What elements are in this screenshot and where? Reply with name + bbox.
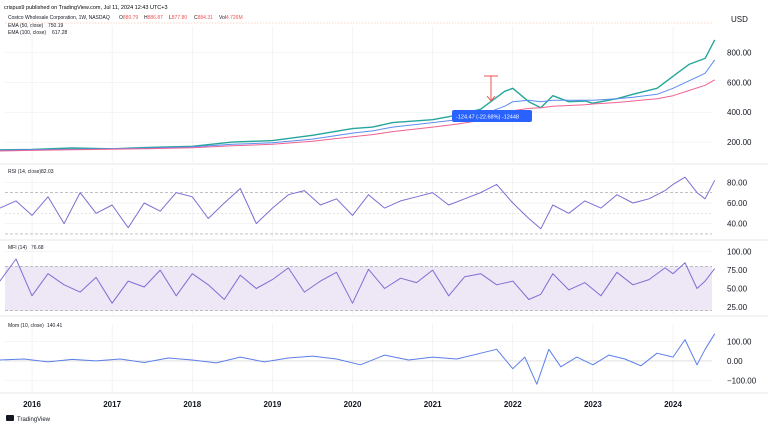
ohlc-vol: Vol4.726M: [219, 15, 243, 21]
rsi-axis-tick-label: 60.00: [727, 199, 748, 208]
time-axis-label: 2019: [263, 400, 281, 409]
time-axis-label: 2021: [424, 400, 442, 409]
mfi-title: MFI (14): [8, 245, 27, 251]
price-line: [0, 39, 716, 151]
rsi-axis-tick-label: 40.00: [727, 220, 748, 229]
momentum-panel[interactable]: Mom (10, close) 140.41 −100.00 0.00 100.00: [0, 323, 757, 392]
ohlc-o: O880.79: [119, 15, 138, 21]
tradingview-logo-icon: [6, 415, 14, 421]
mfi-last-value: 76.68: [31, 245, 44, 251]
price-axis-tick-label: 200.00: [727, 138, 752, 147]
mom-title: Mom (10, close): [8, 323, 44, 329]
measure-label-box: [452, 110, 532, 122]
ohlc-values: O880.79 H886.87 L877.80 C884.31 Vol4.726M: [119, 15, 243, 21]
mom-axis-tick-label: −100.00: [727, 376, 757, 385]
rsi-last-value: 82.03: [41, 169, 54, 175]
time-axis-label: 2022: [504, 400, 522, 409]
price-panel[interactable]: USD 200.00 400.00 600.00 800.00 -124.47 (-2…: [0, 15, 752, 162]
rsi-line: [0, 176, 716, 230]
ema100-line: [0, 79, 715, 152]
mfi-axis-tick-label: 100.00: [727, 248, 752, 257]
symbol-title: Costco Wholesale Corporation, 1W, NASDAQ: [8, 15, 110, 21]
mom-last-value: 140.41: [47, 323, 63, 329]
mom-axis-tick-label: 100.00: [727, 338, 752, 347]
measure-arrow-icon: [486, 95, 496, 102]
time-axis-label: 2017: [103, 400, 121, 409]
footer: TradingView: [6, 415, 51, 423]
mfi-line: [0, 258, 716, 304]
mom-line: [0, 333, 716, 385]
ema50-legend-value: 750.19: [48, 23, 64, 29]
time-axis-label: 2024: [664, 400, 682, 409]
measure-label-text: -124.47 (-22.68%) -12448: [456, 115, 519, 121]
price-axis-tick-label: 400.00: [727, 108, 752, 117]
legend-header: Costco Wholesale Corporation, 1W, NASDAQ…: [8, 15, 243, 36]
rsi-title: RSI (14, close): [8, 169, 41, 175]
mom-axis-tick-label: 0.00: [727, 357, 743, 366]
ema100-legend-label: EMA (100, close): [8, 30, 46, 36]
time-axis-label: 2023: [584, 400, 602, 409]
rsi-panel[interactable]: RSI (14, close) 82.03 40.00 60.00 80.00: [0, 168, 748, 238]
price-axis-unit: USD: [731, 15, 748, 24]
time-axis-label: 2018: [183, 400, 201, 409]
ohlc-c: C884.31: [194, 15, 213, 21]
ema50-legend-label: EMA (50, close): [8, 23, 44, 29]
time-axis-label: 2016: [23, 400, 41, 409]
time-axis[interactable]: 2016 2017 2018 2019 2020 2021 2022 2023 2024: [23, 400, 682, 409]
mfi-axis-tick-label: 75.00: [727, 266, 748, 275]
ohlc-h: H886.87: [144, 15, 163, 21]
rsi-axis-tick-label: 80.00: [727, 178, 748, 187]
price-axis-tick-label: 800.00: [727, 48, 752, 57]
footer-logo-text: TradingView: [17, 417, 51, 423]
measure-annotation: -124.47 (-22.68%) -12448: [452, 75, 532, 122]
ohlc-l: L877.80: [169, 15, 187, 21]
mfi-axis-tick-label: 25.00: [727, 303, 748, 312]
mfi-axis-tick-label: 50.00: [727, 284, 748, 293]
time-axis-label: 2020: [344, 400, 362, 409]
price-axis-tick-label: 600.00: [727, 78, 752, 87]
mfi-panel[interactable]: MFI (14) 76.68 25.00 50.00 75.00 100.00: [0, 244, 752, 314]
ema100-legend-value: 617.28: [52, 30, 68, 36]
publisher-line: crispus9 published on TradingView.com, J…: [4, 5, 168, 11]
